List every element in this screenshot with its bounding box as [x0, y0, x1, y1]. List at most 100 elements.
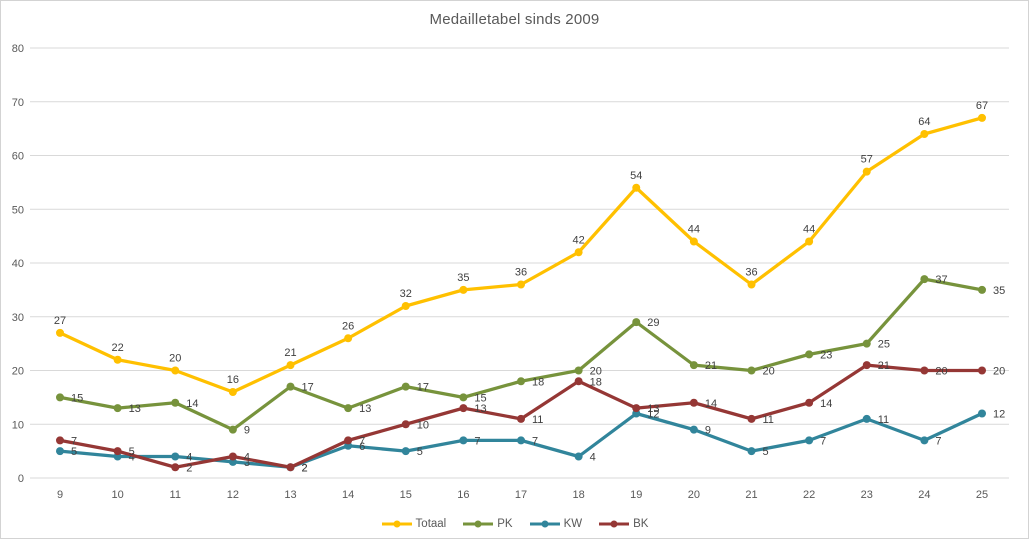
- x-tick-label: 20: [688, 489, 700, 501]
- y-tick-label: 30: [12, 312, 24, 324]
- data-point-pk: [574, 366, 583, 375]
- data-label-pk: 20: [590, 366, 602, 378]
- data-point-totaal: [574, 248, 583, 257]
- legend-label: Totaal: [415, 518, 447, 530]
- data-point-bk: [689, 398, 698, 407]
- data-point-pk: [805, 350, 814, 359]
- y-tick-label: 20: [12, 366, 24, 378]
- data-label-totaal: 67: [976, 100, 988, 112]
- data-point-totaal: [747, 280, 756, 289]
- data-point-totaal: [632, 183, 641, 192]
- data-label-kw: 7: [474, 435, 480, 447]
- data-label-pk: 37: [935, 274, 947, 286]
- x-tick-label: 25: [976, 489, 988, 501]
- legend-marker-bk: [599, 520, 630, 528]
- data-label-totaal: 42: [573, 234, 585, 246]
- data-point-pk: [920, 275, 929, 284]
- y-tick-label: 10: [12, 419, 24, 431]
- data-label-pk: 15: [71, 392, 83, 404]
- data-point-pk: [689, 361, 698, 370]
- data-point-kw: [920, 436, 929, 445]
- data-label-pk: 18: [532, 376, 544, 388]
- data-point-kw: [574, 452, 583, 461]
- legend-label: BK: [633, 518, 649, 530]
- legend-item-kw: KW: [529, 518, 582, 530]
- legend-item-pk: PK: [462, 518, 513, 530]
- data-label-totaal: 35: [457, 272, 469, 284]
- data-point-kw: [517, 436, 525, 445]
- data-point-bk: [459, 404, 468, 413]
- data-point-bk: [632, 404, 641, 413]
- y-tick-label: 40: [12, 258, 24, 270]
- series-line-totaal: [58, 116, 984, 394]
- data-point-bk: [862, 361, 871, 370]
- x-tick-label: 16: [457, 489, 469, 501]
- y-tick-label: 60: [12, 151, 24, 163]
- data-label-pk: 29: [647, 317, 659, 329]
- data-point-bk: [228, 452, 237, 461]
- data-point-bk: [171, 463, 180, 472]
- data-point-bk: [517, 414, 525, 423]
- data-label-kw: 5: [763, 446, 769, 458]
- x-tick-label: 9: [57, 489, 63, 501]
- data-point-bk: [286, 463, 295, 472]
- x-tick-label: 21: [745, 489, 757, 501]
- legend-marker-pk: [463, 520, 494, 528]
- data-label-pk: 9: [244, 425, 250, 437]
- data-label-totaal: 26: [342, 320, 354, 332]
- data-point-bk: [978, 366, 986, 375]
- data-point-totaal: [689, 237, 698, 246]
- data-point-bk: [56, 436, 64, 445]
- data-label-kw: 3: [244, 457, 250, 469]
- y-tick-label: 0: [18, 473, 24, 485]
- data-label-bk: 14: [820, 398, 832, 410]
- data-point-pk: [113, 404, 122, 413]
- data-label-bk: 2: [302, 462, 308, 474]
- data-label-kw: 11: [878, 414, 889, 426]
- data-label-bk: 4: [244, 452, 250, 464]
- data-label-pk: 17: [302, 382, 314, 394]
- data-label-pk: 20: [763, 366, 775, 378]
- data-point-totaal: [401, 302, 410, 310]
- data-point-pk: [401, 382, 410, 391]
- data-point-kw: [805, 436, 814, 445]
- data-label-kw: 12: [647, 409, 659, 421]
- data-label-totaal: 21: [284, 347, 296, 359]
- x-tick-label: 17: [515, 489, 527, 501]
- data-point-kw: [171, 452, 180, 461]
- x-tick-label: 22: [803, 489, 815, 501]
- data-label-pk: 17: [417, 382, 429, 394]
- data-label-totaal: 16: [227, 374, 239, 386]
- data-label-kw: 6: [359, 441, 365, 453]
- data-label-pk: 35: [993, 285, 1005, 297]
- data-label-bk: 13: [474, 403, 486, 415]
- data-point-pk: [459, 393, 468, 402]
- legend-label: PK: [497, 518, 513, 530]
- data-point-bk: [747, 414, 756, 423]
- data-point-bk: [574, 377, 583, 386]
- data-point-pk: [228, 425, 237, 434]
- data-point-totaal: [920, 130, 929, 138]
- data-label-kw: 12: [993, 409, 1005, 421]
- data-label-kw: 5: [71, 446, 77, 458]
- data-label-bk: 13: [647, 403, 659, 415]
- data-point-totaal: [978, 113, 986, 122]
- data-point-kw: [747, 447, 756, 456]
- data-label-pk: 25: [878, 339, 890, 351]
- data-point-pk: [171, 398, 180, 407]
- data-point-kw: [978, 409, 986, 418]
- data-label-totaal: 44: [803, 224, 815, 236]
- data-point-totaal: [228, 388, 237, 396]
- data-point-pk: [632, 318, 641, 327]
- data-label-pk: 13: [129, 403, 141, 415]
- x-tick-label: 24: [918, 489, 930, 501]
- data-point-totaal: [517, 280, 525, 289]
- data-point-pk: [862, 339, 871, 348]
- data-label-totaal: 36: [515, 267, 527, 279]
- x-tick-label: 18: [573, 489, 585, 501]
- data-label-totaal: 32: [400, 288, 412, 300]
- data-label-pk: 14: [186, 398, 198, 410]
- y-tick-label: 80: [12, 43, 24, 55]
- data-point-bk: [805, 398, 814, 407]
